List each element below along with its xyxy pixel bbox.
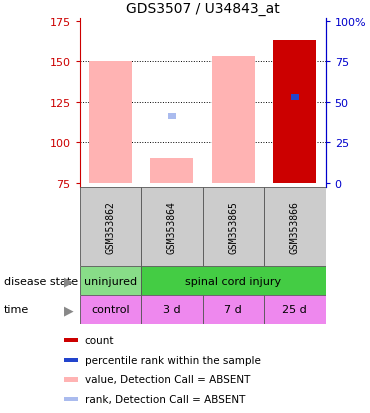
Bar: [89, 62, 132, 183]
Bar: [203, 188, 264, 266]
Bar: [141, 188, 203, 266]
Text: 7 d: 7 d: [225, 305, 242, 315]
Text: GSM353862: GSM353862: [105, 201, 115, 254]
Bar: [212, 57, 255, 183]
Bar: [168, 114, 176, 120]
Text: time: time: [4, 305, 29, 315]
Bar: [141, 266, 326, 295]
Bar: [64, 358, 78, 362]
Text: GSM353865: GSM353865: [228, 201, 238, 254]
Text: rank, Detection Call = ABSENT: rank, Detection Call = ABSENT: [85, 394, 245, 404]
Bar: [64, 338, 78, 342]
Bar: [291, 95, 299, 101]
Text: control: control: [91, 305, 130, 315]
Text: ▶: ▶: [64, 274, 73, 287]
Bar: [264, 188, 326, 266]
Bar: [150, 159, 194, 183]
Bar: [80, 295, 141, 324]
Title: GDS3507 / U34843_at: GDS3507 / U34843_at: [126, 2, 279, 16]
Text: disease state: disease state: [4, 276, 78, 286]
Bar: [106, 99, 114, 106]
Text: value, Detection Call = ABSENT: value, Detection Call = ABSENT: [85, 375, 250, 385]
Bar: [141, 295, 203, 324]
Text: GSM353866: GSM353866: [290, 201, 300, 254]
Text: spinal cord injury: spinal cord injury: [185, 276, 282, 286]
Text: count: count: [85, 335, 114, 345]
Bar: [264, 295, 326, 324]
Text: percentile rank within the sample: percentile rank within the sample: [85, 355, 261, 365]
Bar: [80, 188, 141, 266]
Bar: [64, 377, 78, 382]
Text: uninjured: uninjured: [84, 276, 137, 286]
Text: ▶: ▶: [64, 303, 73, 316]
Bar: [64, 397, 78, 401]
Text: 25 d: 25 d: [282, 305, 307, 315]
Bar: [229, 99, 237, 106]
Bar: [273, 41, 316, 183]
Bar: [80, 266, 141, 295]
Bar: [203, 295, 264, 324]
Text: 3 d: 3 d: [163, 305, 181, 315]
Text: GSM353864: GSM353864: [167, 201, 177, 254]
